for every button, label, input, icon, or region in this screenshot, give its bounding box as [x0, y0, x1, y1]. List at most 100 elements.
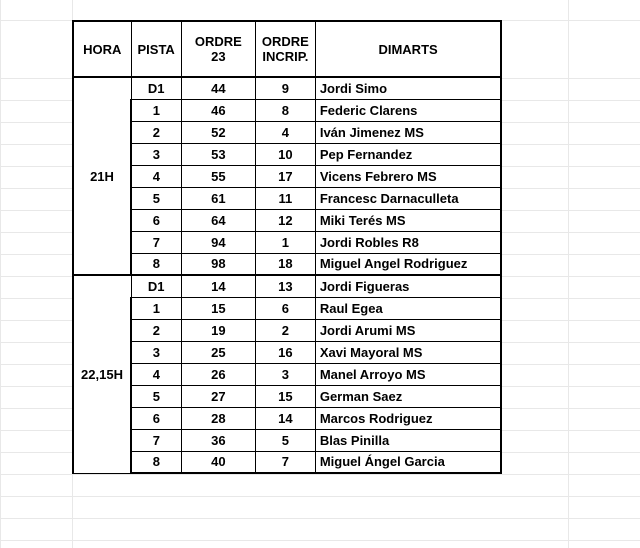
table-row: 56111Francesc Darnaculleta [73, 187, 501, 209]
cell-dimarts: Blas Pinilla [315, 429, 501, 451]
cell-ordre23: 40 [181, 451, 255, 473]
cell-pista: 4 [131, 363, 181, 385]
cell-pista: 1 [131, 99, 181, 121]
table-row: 89818Miguel Angel Rodriguez [73, 253, 501, 275]
cell-incrip: 12 [255, 209, 315, 231]
cell-dimarts: Marcos Rodriguez [315, 407, 501, 429]
cell-pista: 5 [131, 187, 181, 209]
cell-incrip: 14 [255, 407, 315, 429]
table-row: 22,15HD11413Jordi Figueras [73, 275, 501, 297]
grid-line-vertical [568, 0, 569, 548]
cell-dimarts: Jordi Robles R8 [315, 231, 501, 253]
table-row: 1468Federic Clarens [73, 99, 501, 121]
cell-incrip: 17 [255, 165, 315, 187]
cell-incrip: 1 [255, 231, 315, 253]
cell-pista: 2 [131, 319, 181, 341]
cell-pista: 4 [131, 165, 181, 187]
cell-ordre23: 94 [181, 231, 255, 253]
table-row: 2192Jordi Arumi MS [73, 319, 501, 341]
table-row: 21HD1449Jordi Simo [73, 77, 501, 99]
cell-pista: 7 [131, 429, 181, 451]
table-row: 7941Jordi Robles R8 [73, 231, 501, 253]
cell-pista: 3 [131, 143, 181, 165]
cell-pista: 6 [131, 209, 181, 231]
cell-dimarts: Raul Egea [315, 297, 501, 319]
col-header-pista: PISTA [131, 21, 181, 77]
cell-ordre23: 52 [181, 121, 255, 143]
table-row: 62814Marcos Rodriguez [73, 407, 501, 429]
grid-line-horizontal [0, 496, 640, 497]
col-header-ordre23: ORDRE 23 [181, 21, 255, 77]
grid-line-vertical [0, 0, 1, 548]
cell-incrip: 13 [255, 275, 315, 297]
table-row: 45517Vicens Febrero MS [73, 165, 501, 187]
cell-pista: D1 [131, 275, 181, 297]
cell-ordre23: 27 [181, 385, 255, 407]
cell-pista: 6 [131, 407, 181, 429]
cell-pista: 1 [131, 297, 181, 319]
cell-dimarts: Jordi Arumi MS [315, 319, 501, 341]
cell-dimarts: Pep Fernandez [315, 143, 501, 165]
cell-ordre23: 25 [181, 341, 255, 363]
col-header-dimarts: DIMARTS [315, 21, 501, 77]
cell-pista: 2 [131, 121, 181, 143]
cell-dimarts: Manel Arroyo MS [315, 363, 501, 385]
cell-ordre23: 98 [181, 253, 255, 275]
cell-incrip: 9 [255, 77, 315, 99]
col-header-incrip: ORDRE INCRIP. [255, 21, 315, 77]
cell-dimarts: Xavi Mayoral MS [315, 341, 501, 363]
cell-hora: 21H [73, 77, 131, 275]
cell-dimarts: Jordi Simo [315, 77, 501, 99]
cell-dimarts: Miki Terés MS [315, 209, 501, 231]
cell-ordre23: 19 [181, 319, 255, 341]
cell-incrip: 10 [255, 143, 315, 165]
cell-incrip: 18 [255, 253, 315, 275]
cell-dimarts: Francesc Darnaculleta [315, 187, 501, 209]
cell-ordre23: 36 [181, 429, 255, 451]
cell-incrip: 16 [255, 341, 315, 363]
cell-dimarts: Jordi Figueras [315, 275, 501, 297]
cell-incrip: 7 [255, 451, 315, 473]
table-row: 52715German Saez [73, 385, 501, 407]
cell-incrip: 4 [255, 121, 315, 143]
cell-incrip: 15 [255, 385, 315, 407]
cell-pista: 8 [131, 451, 181, 473]
cell-pista: 3 [131, 341, 181, 363]
cell-dimarts: German Saez [315, 385, 501, 407]
cell-ordre23: 46 [181, 99, 255, 121]
schedule-table: HORA PISTA ORDRE 23 ORDRE INCRIP. DIMART… [72, 20, 502, 474]
cell-incrip: 2 [255, 319, 315, 341]
cell-ordre23: 28 [181, 407, 255, 429]
cell-incrip: 5 [255, 429, 315, 451]
cell-incrip: 8 [255, 99, 315, 121]
table-row: 32516Xavi Mayoral MS [73, 341, 501, 363]
cell-ordre23: 64 [181, 209, 255, 231]
cell-incrip: 3 [255, 363, 315, 385]
cell-ordre23: 61 [181, 187, 255, 209]
cell-pista: D1 [131, 77, 181, 99]
col-header-hora: HORA [73, 21, 131, 77]
cell-dimarts: Miguel Ángel Garcia [315, 451, 501, 473]
cell-pista: 8 [131, 253, 181, 275]
grid-line-horizontal [0, 540, 640, 541]
cell-pista: 7 [131, 231, 181, 253]
cell-pista: 5 [131, 385, 181, 407]
cell-ordre23: 44 [181, 77, 255, 99]
table-row: 8407Miguel Ángel Garcia [73, 451, 501, 473]
cell-ordre23: 26 [181, 363, 255, 385]
cell-ordre23: 53 [181, 143, 255, 165]
cell-ordre23: 14 [181, 275, 255, 297]
cell-dimarts: Vicens Febrero MS [315, 165, 501, 187]
table-row: 2524Iván Jimenez MS [73, 121, 501, 143]
cell-dimarts: Federic Clarens [315, 99, 501, 121]
table-header-row: HORA PISTA ORDRE 23 ORDRE INCRIP. DIMART… [73, 21, 501, 77]
table-row: 1156Raul Egea [73, 297, 501, 319]
grid-line-horizontal [0, 518, 640, 519]
cell-incrip: 6 [255, 297, 315, 319]
grid-line-horizontal [0, 474, 640, 475]
table-row: 35310Pep Fernandez [73, 143, 501, 165]
table-row: 4263Manel Arroyo MS [73, 363, 501, 385]
cell-ordre23: 55 [181, 165, 255, 187]
cell-dimarts: Miguel Angel Rodriguez [315, 253, 501, 275]
cell-incrip: 11 [255, 187, 315, 209]
